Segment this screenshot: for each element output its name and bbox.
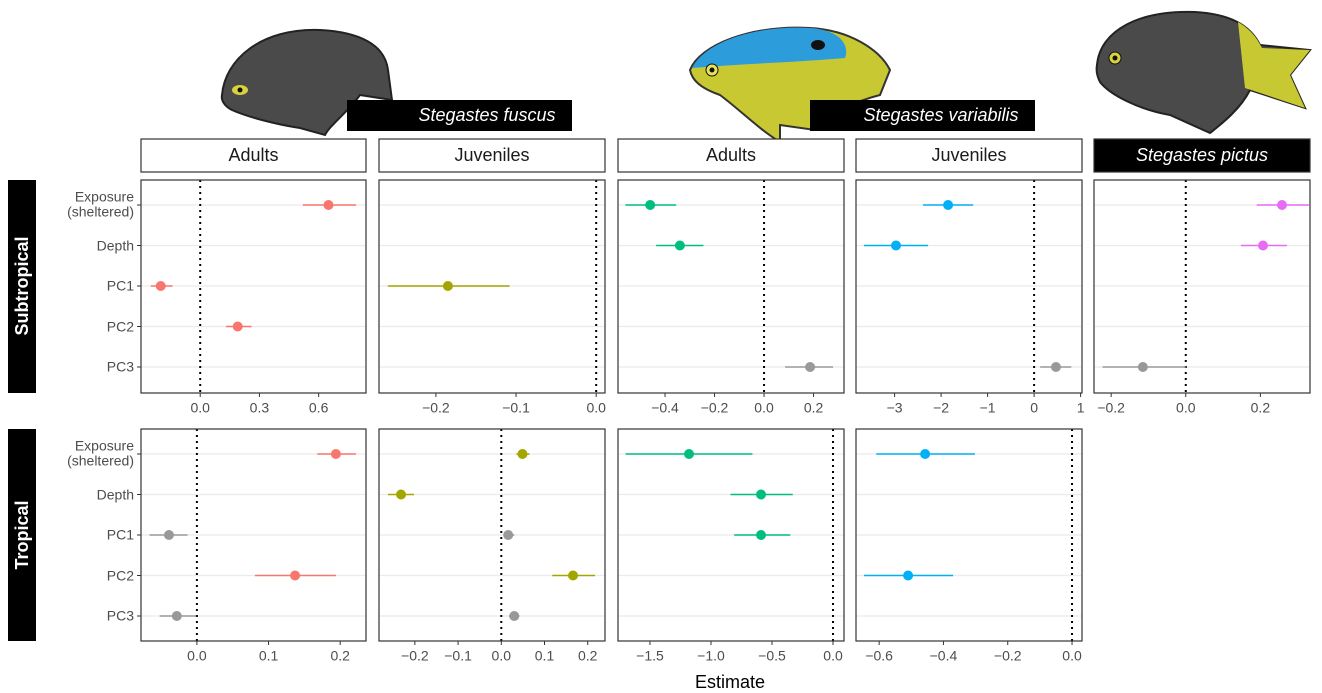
x-tick-label: −1.0 xyxy=(697,648,725,664)
x-tick-label: −0.4 xyxy=(651,400,679,416)
point xyxy=(920,449,930,459)
x-tick-label: −2 xyxy=(933,400,949,416)
point xyxy=(503,530,513,540)
chart: Stegastes fuscus Stegastes variabilis Su… xyxy=(0,0,1322,693)
point xyxy=(805,362,815,372)
x-tick-label: −0.2 xyxy=(401,648,429,664)
y-tick-label: PC2 xyxy=(34,319,134,334)
point xyxy=(1258,241,1268,251)
point xyxy=(943,200,953,210)
x-tick-label: 0.2 xyxy=(578,648,598,664)
x-tick-label: 0 xyxy=(1030,400,1038,416)
point xyxy=(396,490,406,500)
facet-strip-label: Juveniles xyxy=(931,145,1006,165)
point xyxy=(1051,362,1061,372)
x-tick-label: 0.1 xyxy=(259,648,279,664)
x-tick-label: 0.6 xyxy=(309,400,329,416)
point xyxy=(509,611,519,621)
x-tick-label: −0.1 xyxy=(502,400,530,416)
point xyxy=(891,241,901,251)
y-tick-label: Depth xyxy=(34,238,134,253)
x-tick-label: 0.0 xyxy=(823,648,843,664)
x-tick-label: −0.2 xyxy=(422,400,450,416)
y-tick-label: PC3 xyxy=(34,359,134,374)
facet-strip-label: Stegastes pictus xyxy=(1136,145,1268,165)
figure: Stegastes fuscus Stegastes variabilis Su… xyxy=(0,0,1322,693)
y-tick-label: PC1 xyxy=(34,278,134,293)
point xyxy=(645,200,655,210)
x-tick-label: −1.5 xyxy=(636,648,664,664)
point xyxy=(568,571,578,581)
y-tick-label: Exposure (sheltered) xyxy=(34,190,134,221)
point xyxy=(756,530,766,540)
y-tick-label: Depth xyxy=(34,487,134,502)
x-tick-label: 0.0 xyxy=(1176,400,1196,416)
x-tick-label: −0.2 xyxy=(1097,400,1125,416)
row-label: Tropical xyxy=(12,500,32,569)
y-tick-label: Exposure (sheltered) xyxy=(34,439,134,470)
facet-strip-label: Adults xyxy=(706,145,756,165)
x-tick-label: 0.3 xyxy=(250,400,270,416)
point xyxy=(517,449,527,459)
x-tick-label: 0.2 xyxy=(1251,400,1271,416)
x-tick-label: −3 xyxy=(887,400,903,416)
y-tick-label: PC3 xyxy=(34,608,134,623)
facet-strip-label: Juveniles xyxy=(454,145,529,165)
x-tick-label: −0.6 xyxy=(865,648,893,664)
x-tick-label: 0.2 xyxy=(804,400,824,416)
point xyxy=(1277,200,1287,210)
point xyxy=(172,611,182,621)
x-tick-label: −0.4 xyxy=(930,648,958,664)
point xyxy=(233,322,243,332)
x-tick-label: 0.0 xyxy=(187,648,207,664)
x-tick-label: −1 xyxy=(980,400,996,416)
point xyxy=(675,241,685,251)
y-tick-label: PC1 xyxy=(34,527,134,542)
y-tick-label: PC2 xyxy=(34,568,134,583)
row-label: Subtropical xyxy=(12,236,32,335)
species-label: Stegastes fuscus xyxy=(418,105,555,125)
species-label: Stegastes variabilis xyxy=(863,105,1018,125)
point xyxy=(1138,362,1148,372)
point xyxy=(164,530,174,540)
point xyxy=(903,571,913,581)
x-tick-label: 1 xyxy=(1077,400,1085,416)
x-tick-label: −0.1 xyxy=(444,648,472,664)
x-tick-label: 0.2 xyxy=(330,648,350,664)
point xyxy=(331,449,341,459)
point xyxy=(756,490,766,500)
point xyxy=(684,449,694,459)
x-tick-label: −0.5 xyxy=(758,648,786,664)
facet-strip-label: Adults xyxy=(228,145,278,165)
x-tick-label: 0.0 xyxy=(1062,648,1082,664)
x-tick-label: 0.0 xyxy=(754,400,774,416)
point xyxy=(324,200,334,210)
x-tick-label: 0.0 xyxy=(492,648,512,664)
point xyxy=(290,571,300,581)
x-tick-label: 0.0 xyxy=(190,400,210,416)
point xyxy=(443,281,453,291)
x-tick-label: −0.2 xyxy=(701,400,729,416)
x-tick-label: −0.2 xyxy=(994,648,1022,664)
x-tick-label: 0.1 xyxy=(535,648,555,664)
point xyxy=(156,281,166,291)
x-tick-label: 0.0 xyxy=(586,400,606,416)
x-axis-title: Estimate xyxy=(695,672,765,692)
